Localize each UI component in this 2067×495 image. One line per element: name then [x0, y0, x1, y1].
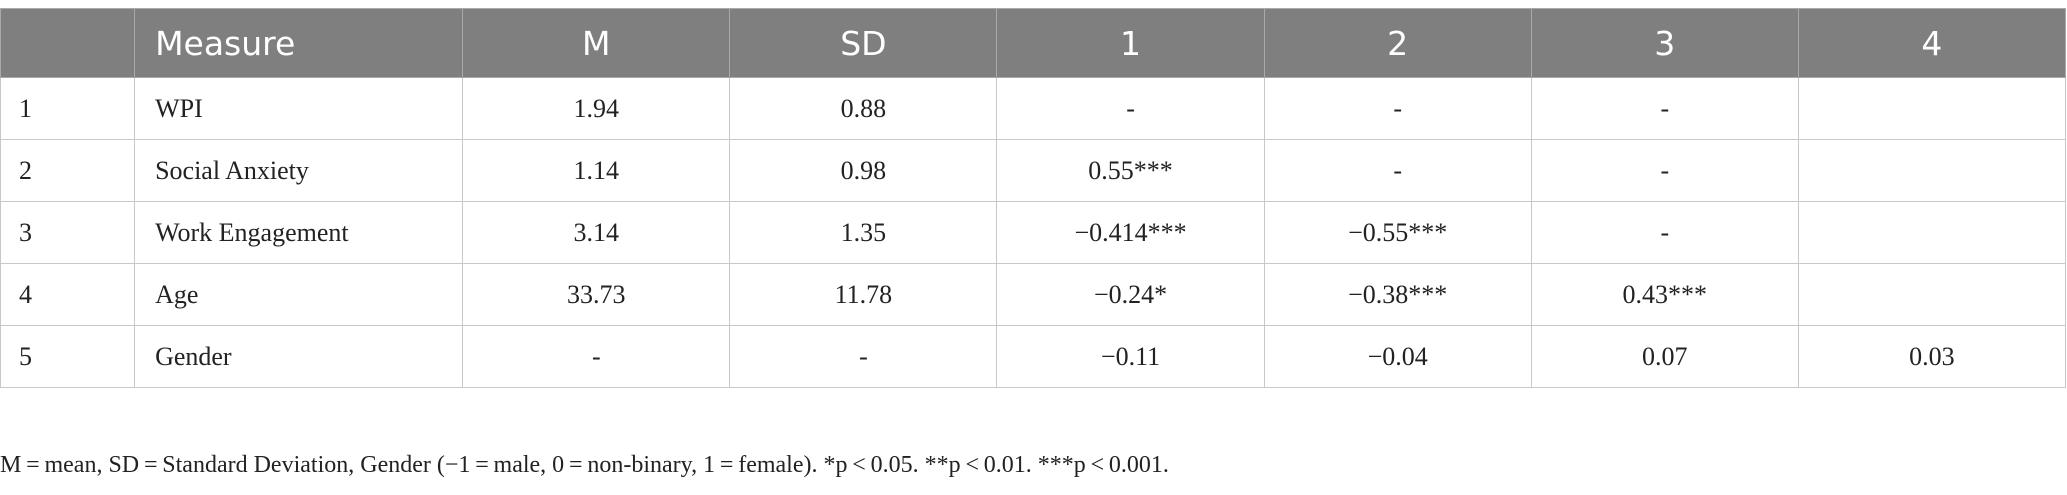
- table-header-row: Measure M SD 1 2 3 4: [0, 8, 2067, 78]
- cell-sd: 1.35: [729, 201, 998, 264]
- cell-measure: WPI: [134, 77, 464, 140]
- cell-index: 1: [0, 77, 136, 140]
- cell-measure: Social Anxiety: [134, 139, 464, 202]
- cell-sd: 11.78: [729, 263, 998, 326]
- correlation-table-container: Measure M SD 1 2 3 4 1 WPI 1.94 0.88 - -…: [0, 8, 2067, 388]
- cell-mean: 3.14: [462, 201, 731, 264]
- table-row: 1 WPI 1.94 0.88 - - -: [0, 77, 2067, 140]
- cell-col-2: −0.04: [1263, 325, 1532, 388]
- header-col-4: 4: [1797, 8, 2067, 78]
- cell-col-1: −0.11: [996, 325, 1265, 388]
- table-footnote: M = mean, SD = Standard Deviation, Gende…: [0, 452, 1169, 478]
- cell-sd: 0.98: [729, 139, 998, 202]
- cell-index: 5: [0, 325, 136, 388]
- cell-col-2: −0.38***: [1263, 263, 1532, 326]
- cell-index: 4: [0, 263, 136, 326]
- cell-col-1: 0.55***: [996, 139, 1265, 202]
- header-mean: M: [462, 8, 731, 78]
- cell-measure: Work Engagement: [134, 201, 464, 264]
- cell-col-3: -: [1530, 77, 1799, 140]
- cell-col-4: [1797, 139, 2067, 202]
- header-index: [0, 8, 136, 78]
- header-col-1: 1: [996, 8, 1265, 78]
- cell-col-2: -: [1263, 77, 1532, 140]
- header-measure: Measure: [134, 8, 464, 78]
- cell-sd: -: [729, 325, 998, 388]
- correlation-table: Measure M SD 1 2 3 4 1 WPI 1.94 0.88 - -…: [0, 8, 2067, 388]
- cell-mean: -: [462, 325, 731, 388]
- cell-mean: 33.73: [462, 263, 731, 326]
- header-col-3: 3: [1530, 8, 1799, 78]
- cell-col-2: −0.55***: [1263, 201, 1532, 264]
- cell-col-1: −0.414***: [996, 201, 1265, 264]
- table-row: 3 Work Engagement 3.14 1.35 −0.414*** −0…: [0, 201, 2067, 264]
- cell-col-2: -: [1263, 139, 1532, 202]
- cell-col-3: -: [1530, 201, 1799, 264]
- table-row: 5 Gender - - −0.11 −0.04 0.07 0.03: [0, 325, 2067, 388]
- cell-measure: Gender: [134, 325, 464, 388]
- cell-col-4: [1797, 77, 2067, 140]
- cell-col-3: 0.07: [1530, 325, 1799, 388]
- cell-col-4: [1797, 263, 2067, 326]
- cell-col-1: −0.24*: [996, 263, 1265, 326]
- cell-index: 3: [0, 201, 136, 264]
- header-sd: SD: [729, 8, 998, 78]
- cell-col-4: [1797, 201, 2067, 264]
- cell-index: 2: [0, 139, 136, 202]
- cell-mean: 1.94: [462, 77, 731, 140]
- table-row: 2 Social Anxiety 1.14 0.98 0.55*** - -: [0, 139, 2067, 202]
- cell-measure: Age: [134, 263, 464, 326]
- cell-col-3: 0.43***: [1530, 263, 1799, 326]
- table-row: 4 Age 33.73 11.78 −0.24* −0.38*** 0.43**…: [0, 263, 2067, 326]
- cell-col-1: -: [996, 77, 1265, 140]
- cell-col-3: -: [1530, 139, 1799, 202]
- cell-sd: 0.88: [729, 77, 998, 140]
- cell-col-4: 0.03: [1797, 325, 2067, 388]
- cell-mean: 1.14: [462, 139, 731, 202]
- header-col-2: 2: [1263, 8, 1532, 78]
